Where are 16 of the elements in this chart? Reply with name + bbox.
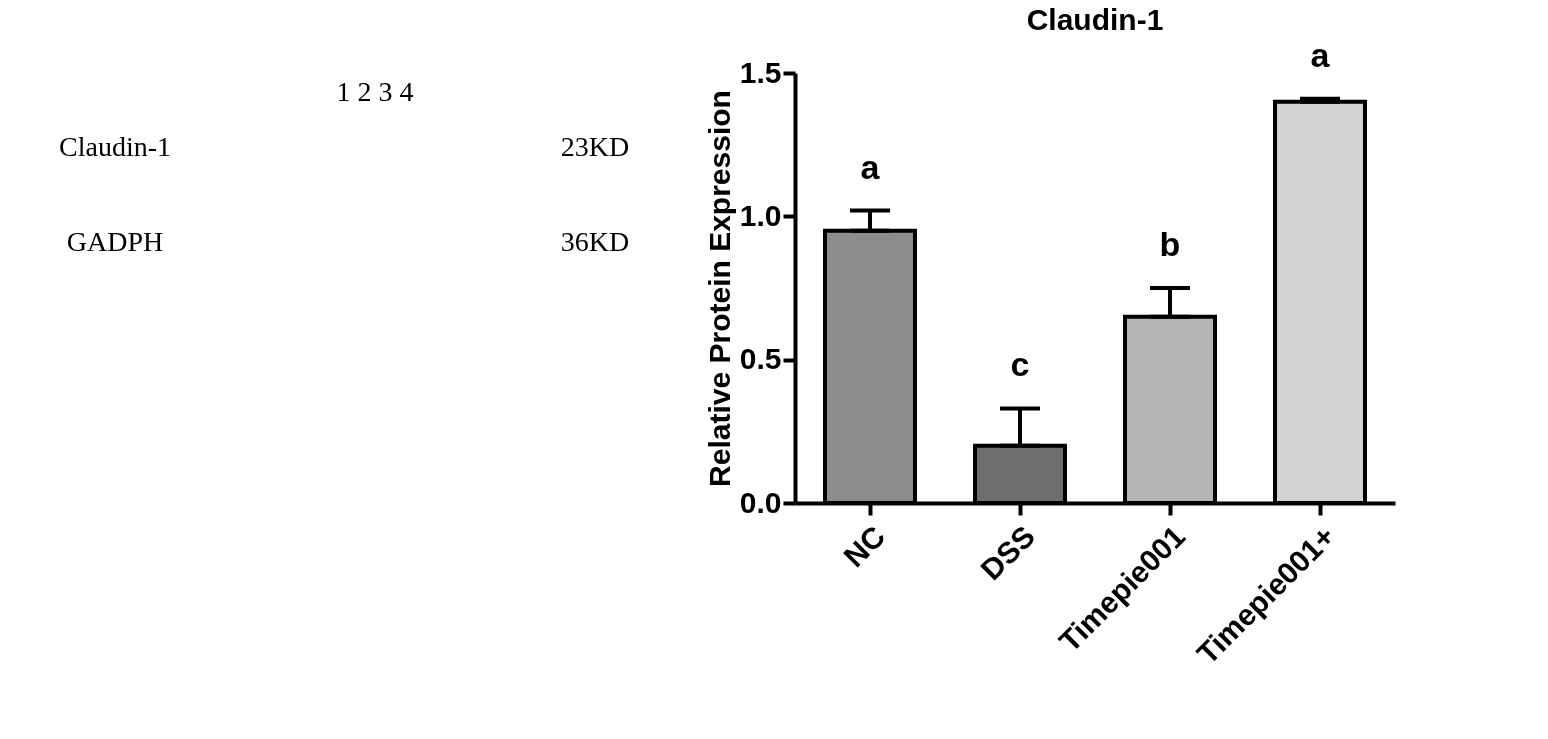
- text: 23KD: [560, 131, 630, 162]
- text: Claudin-1: [59, 131, 171, 162]
- text: 1 2 3 4: [336, 76, 414, 107]
- annotation: b: [1159, 225, 1181, 263]
- y-tick-label: 1.5: [739, 55, 782, 89]
- x-tick-label: NC: [837, 519, 892, 574]
- y-axis-title: Relative Protein Expression: [702, 90, 736, 487]
- y-tick-label: 0.0: [739, 485, 782, 519]
- annotation: c: [1010, 345, 1030, 384]
- y-tick-label: 1.0: [739, 198, 782, 232]
- annotation: a: [1310, 35, 1331, 74]
- text: 36KD: [560, 226, 630, 257]
- text: GADPH: [66, 226, 164, 257]
- y-tick-label: 0.5: [739, 342, 782, 376]
- annotation: a: [860, 147, 881, 186]
- chart-title: Claudin-1: [1026, 2, 1164, 36]
